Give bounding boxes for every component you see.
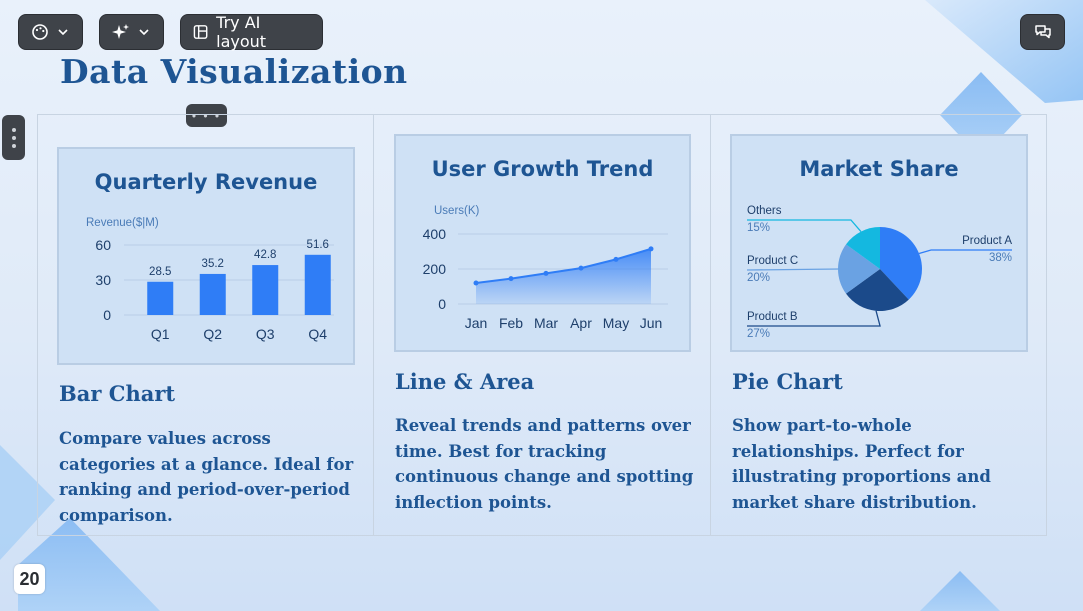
series-line <box>475 247 652 284</box>
data-label: 51.6 <box>307 239 329 251</box>
y-axis-label: Users(K) <box>434 205 480 217</box>
leader-line <box>746 268 841 271</box>
content-table <box>37 114 1047 536</box>
data-label: 28.5 <box>149 266 171 278</box>
x-tick-label: Jun <box>640 315 663 331</box>
card-description: Compare values across categories at a gl… <box>59 429 354 525</box>
data-point <box>543 270 549 276</box>
comments-button[interactable] <box>1020 14 1065 50</box>
leader-line <box>747 310 881 327</box>
sparkles-icon <box>112 24 129 39</box>
x-tick-label: Q3 <box>256 326 275 342</box>
card-title: Line & Area <box>395 369 535 394</box>
pie-chart-card: Market Share Product A 38% Product B 27% Pro… <box>730 134 1028 352</box>
chat-icon <box>1034 25 1051 39</box>
slice-value: 27% <box>747 328 770 340</box>
bar-chart-card: Quarterly Revenue Revenue($|M) 0 30 60 28.5 Q… <box>57 147 355 365</box>
pie-slice <box>846 227 880 269</box>
y-tick-label: 200 <box>423 261 447 277</box>
leader-line <box>747 219 862 233</box>
card-title: Bar Chart <box>59 381 176 406</box>
bar <box>199 273 226 315</box>
data-point <box>473 280 479 286</box>
theme-button[interactable] <box>18 14 83 50</box>
leader-line <box>918 249 1012 255</box>
x-tick-label: Q1 <box>151 326 170 342</box>
chart-title: User Growth Trend <box>431 157 654 181</box>
pie-slice <box>838 244 880 294</box>
column-divider <box>373 115 374 536</box>
slice-label: Others <box>747 205 782 217</box>
column-divider <box>710 115 711 536</box>
pie-chart: Product A 38% Product B 27% Product C 20% Othe… <box>746 205 1012 340</box>
slice-label: Product A <box>962 235 1012 247</box>
x-tick-label: May <box>603 315 629 331</box>
y-tick-label: 0 <box>103 307 111 323</box>
try-ai-layout-label: Try AI layout <box>216 13 267 51</box>
chart-title: Quarterly Revenue <box>94 170 318 194</box>
area-fill <box>476 248 651 304</box>
x-tick-label: Apr <box>570 315 592 331</box>
line-chart-card: User Growth Trend Users(K) 0 200 400 Jan Feb M… <box>394 134 691 352</box>
chevron-down-icon <box>58 29 68 36</box>
area-chart: Users(K) 0 200 400 Jan Feb Mar Apr May Jun <box>423 205 668 331</box>
y-tick-label: 30 <box>95 272 111 288</box>
y-tick-label: 60 <box>95 237 111 253</box>
slice-label: Product C <box>747 255 798 267</box>
slice-value: 38% <box>989 252 1012 264</box>
bar <box>252 265 279 315</box>
layout-icon <box>193 25 208 39</box>
data-label: 35.2 <box>202 258 224 270</box>
slice-value: 20% <box>747 272 770 284</box>
x-tick-label: Q4 <box>308 326 327 342</box>
data-point <box>648 246 654 252</box>
card-description: Show part-to-whole relationships. Perfec… <box>732 416 991 512</box>
ai-tools-button[interactable] <box>99 14 164 50</box>
data-point <box>508 276 514 282</box>
bar <box>147 281 174 315</box>
pie-slice <box>846 269 909 311</box>
x-tick-label: Feb <box>499 315 523 331</box>
x-tick-label: Mar <box>534 315 558 331</box>
page-number: 20 <box>14 564 45 594</box>
drag-handle[interactable] <box>2 115 25 160</box>
chevron-down-icon <box>139 29 149 36</box>
palette-icon <box>32 24 48 40</box>
x-tick-label: Jan <box>465 315 488 331</box>
y-tick-label: 400 <box>423 226 447 242</box>
bar-chart: Revenue($|M) 0 30 60 28.5 Q1 35.2 Q2 42.8 Q3 51.6 Q… <box>86 217 334 342</box>
chart-title: Market Share <box>799 157 959 181</box>
x-tick-label: Q2 <box>203 326 222 342</box>
card-description: Reveal trends and patterns over time. Be… <box>395 416 694 512</box>
y-axis-label: Revenue($|M) <box>86 217 159 229</box>
pie-slice <box>880 227 922 300</box>
page-title: Data Visualization <box>60 52 408 91</box>
slice-label: Product B <box>747 311 798 323</box>
try-ai-layout-button[interactable]: Try AI layout <box>180 13 323 51</box>
data-label: 42.8 <box>254 249 276 261</box>
data-point <box>578 265 584 271</box>
y-tick-label: 0 <box>438 296 446 312</box>
data-point <box>613 256 619 262</box>
bar <box>304 254 331 315</box>
slice-value: 15% <box>747 222 770 234</box>
card-title: Pie Chart <box>732 369 843 394</box>
more-options-handle[interactable]: • • • <box>186 104 227 127</box>
